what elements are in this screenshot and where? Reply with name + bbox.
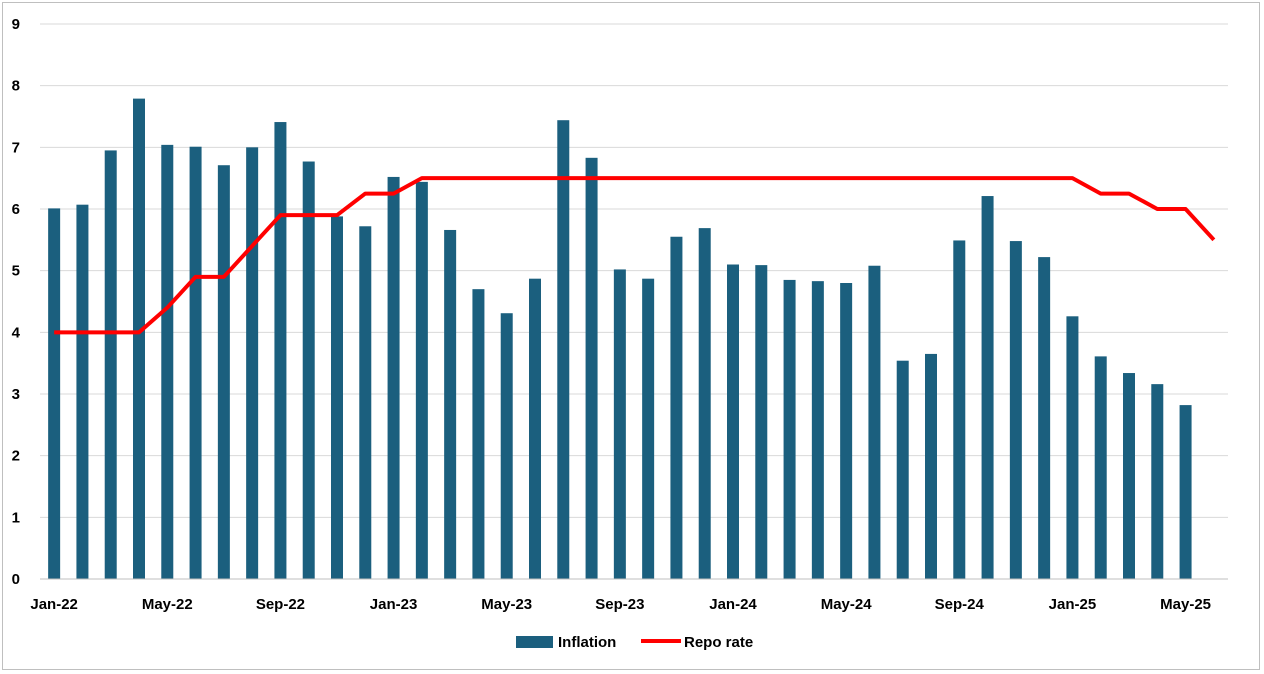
y-tick-label: 6: [12, 201, 20, 218]
inflation-bar: [783, 279, 796, 579]
inflation-bar: [1009, 241, 1022, 580]
inflation-bar: [642, 278, 655, 579]
inflation-bar: [500, 313, 513, 579]
inflation-bar: [331, 216, 343, 579]
inflation-bar: [387, 176, 400, 579]
inflation-bar: [811, 281, 824, 579]
inflation-bar: [670, 236, 683, 579]
legend-repo-label: Repo rate: [684, 634, 753, 651]
y-tick-label: 2: [12, 448, 20, 465]
x-tick-label: May-24: [821, 596, 873, 613]
inflation-bars: [48, 98, 1192, 580]
inflation-bar: [76, 204, 89, 579]
inflation-bar: [133, 98, 145, 579]
y-axis-ticks: 0 1 2 3 4 5 6 7 8 9: [12, 16, 21, 588]
y-tick-label: 0: [12, 571, 20, 588]
inflation-bar: [415, 181, 428, 579]
inflation-bar: [1038, 257, 1051, 579]
inflation-bar: [1151, 384, 1164, 579]
inflation-bar: [189, 146, 202, 579]
legend: Inflation Repo rate: [516, 634, 753, 651]
inflation-bar: [557, 120, 570, 579]
inflation-bar: [868, 265, 881, 579]
inflation-bar: [359, 226, 372, 579]
x-axis-ticks: Jan-22 May-22 Sep-22 Jan-23 May-23 Sep-23 Jan-…: [30, 596, 1211, 613]
inflation-bar: [698, 228, 711, 579]
inflation-bar: [472, 289, 485, 579]
x-tick-label: Jan-24: [709, 596, 757, 613]
x-tick-label: Sep-22: [256, 596, 305, 613]
y-tick-label: 3: [12, 386, 20, 403]
legend-inflation-swatch: [516, 636, 553, 648]
inflation-bar: [246, 147, 259, 580]
inflation-bar: [1123, 373, 1135, 579]
inflation-bar: [1179, 405, 1192, 579]
inflation-bar: [896, 360, 909, 579]
x-tick-label: May-25: [1160, 596, 1211, 613]
inflation-bar: [444, 229, 457, 579]
x-tick-label: May-23: [481, 596, 532, 613]
inflation-bar: [727, 264, 739, 579]
y-tick-label: 5: [12, 263, 20, 280]
inflation-bar: [840, 283, 853, 579]
y-tick-label: 4: [12, 324, 21, 341]
x-tick-label: Jan-23: [370, 596, 418, 613]
legend-inflation-label: Inflation: [558, 634, 616, 651]
inflation-bar: [104, 150, 117, 579]
y-tick-label: 9: [12, 16, 20, 33]
inflation-bar: [274, 122, 287, 580]
y-tick-label: 7: [12, 139, 20, 156]
repo-rate-line: [54, 176, 1216, 335]
inflation-bar: [585, 157, 598, 580]
inflation-bar: [755, 265, 768, 579]
inflation-bar: [529, 278, 541, 579]
x-tick-label: Jan-22: [30, 596, 78, 613]
x-tick-label: Jan-25: [1049, 596, 1097, 613]
inflation-bar: [925, 353, 937, 579]
inflation-bar: [217, 165, 230, 579]
x-tick-label: Sep-23: [595, 596, 644, 613]
inflation-bar: [161, 144, 174, 579]
y-tick-label: 1: [12, 509, 20, 526]
inflation-bar: [613, 269, 626, 579]
x-tick-label: Sep-24: [935, 596, 985, 613]
inflation-bar: [48, 208, 61, 579]
inflation-bar: [953, 240, 966, 579]
inflation-bar: [1094, 356, 1107, 579]
y-tick-label: 8: [12, 78, 20, 95]
inflation-bar: [1066, 316, 1079, 579]
x-tick-label: May-22: [142, 596, 193, 613]
gridlines: [40, 23, 1228, 518]
inflation-bar: [302, 161, 315, 579]
inflation-bar: [981, 196, 994, 580]
